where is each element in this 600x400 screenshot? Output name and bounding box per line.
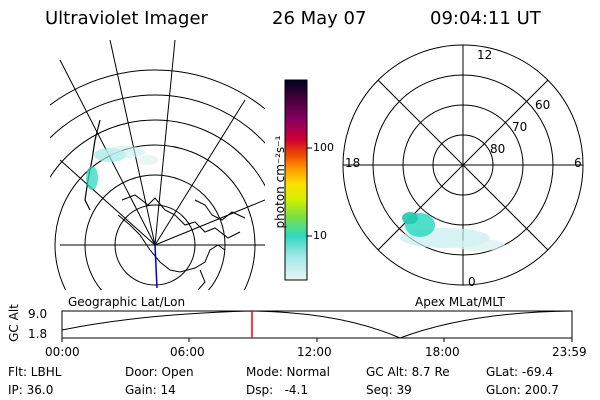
mlt-label-18: 18: [345, 156, 361, 170]
status-glat: GLat: -69.4: [486, 365, 553, 379]
apex-aurora: [400, 212, 505, 251]
colorbar-tick-10: 10: [313, 229, 327, 242]
colorbar: [284, 79, 308, 281]
geo-panel-caption: Geographic Lat/Lon: [68, 295, 186, 309]
status-seq: Seq: 39: [366, 383, 412, 397]
colorbar-unit-label: photon cm⁻²s⁻¹: [273, 135, 287, 229]
status-mode: Mode: Normal: [246, 365, 330, 379]
altitude-curve: [61, 310, 573, 339]
satellite-track: [154, 244, 158, 289]
mlat-label-60: 60: [535, 98, 551, 112]
geo-aurora: [86, 146, 158, 190]
status-glon: GLon: 200.7: [486, 383, 559, 397]
altitude-plot-frame: [61, 310, 573, 339]
mlt-label-6: 6: [574, 156, 582, 170]
status-gc-alt: GC Alt: 8.7 Re: [366, 365, 450, 379]
status-gain: Gain: 14: [125, 383, 176, 397]
time-tick-1200: 12:00: [297, 345, 332, 359]
geographic-map: [50, 40, 265, 290]
time-tick-0000: 00:00: [45, 345, 80, 359]
status-flt: Flt: LBHL: [8, 365, 62, 379]
mlt-label-12: 12: [477, 48, 493, 62]
status-door: Door: Open: [125, 365, 194, 379]
gc-alt-axis-label: GC Alt: [7, 304, 21, 342]
mlt-label-0: 0: [468, 275, 476, 289]
time-tick-2359: 23:59: [552, 345, 587, 359]
status-dsp: Dsp: -4.1: [246, 383, 309, 397]
mlat-label-70: 70: [512, 120, 528, 134]
colorbar-tick-100: 100: [313, 141, 334, 154]
alt-tick-1-8: 1.8: [28, 327, 48, 341]
mlat-label-80: 80: [490, 142, 506, 156]
time-tick-0600: 06:00: [170, 345, 205, 359]
instrument-title: Ultraviolet Imager: [45, 8, 208, 29]
status-ip: IP: 36.0: [8, 383, 54, 397]
alt-tick-9: 9.0: [28, 307, 48, 321]
apex-panel-caption: Apex MLat/MLT: [415, 295, 505, 309]
date-label: 26 May 07: [272, 8, 367, 29]
time-label: 09:04:11 UT: [430, 8, 541, 29]
time-tick-1800: 18:00: [425, 345, 460, 359]
